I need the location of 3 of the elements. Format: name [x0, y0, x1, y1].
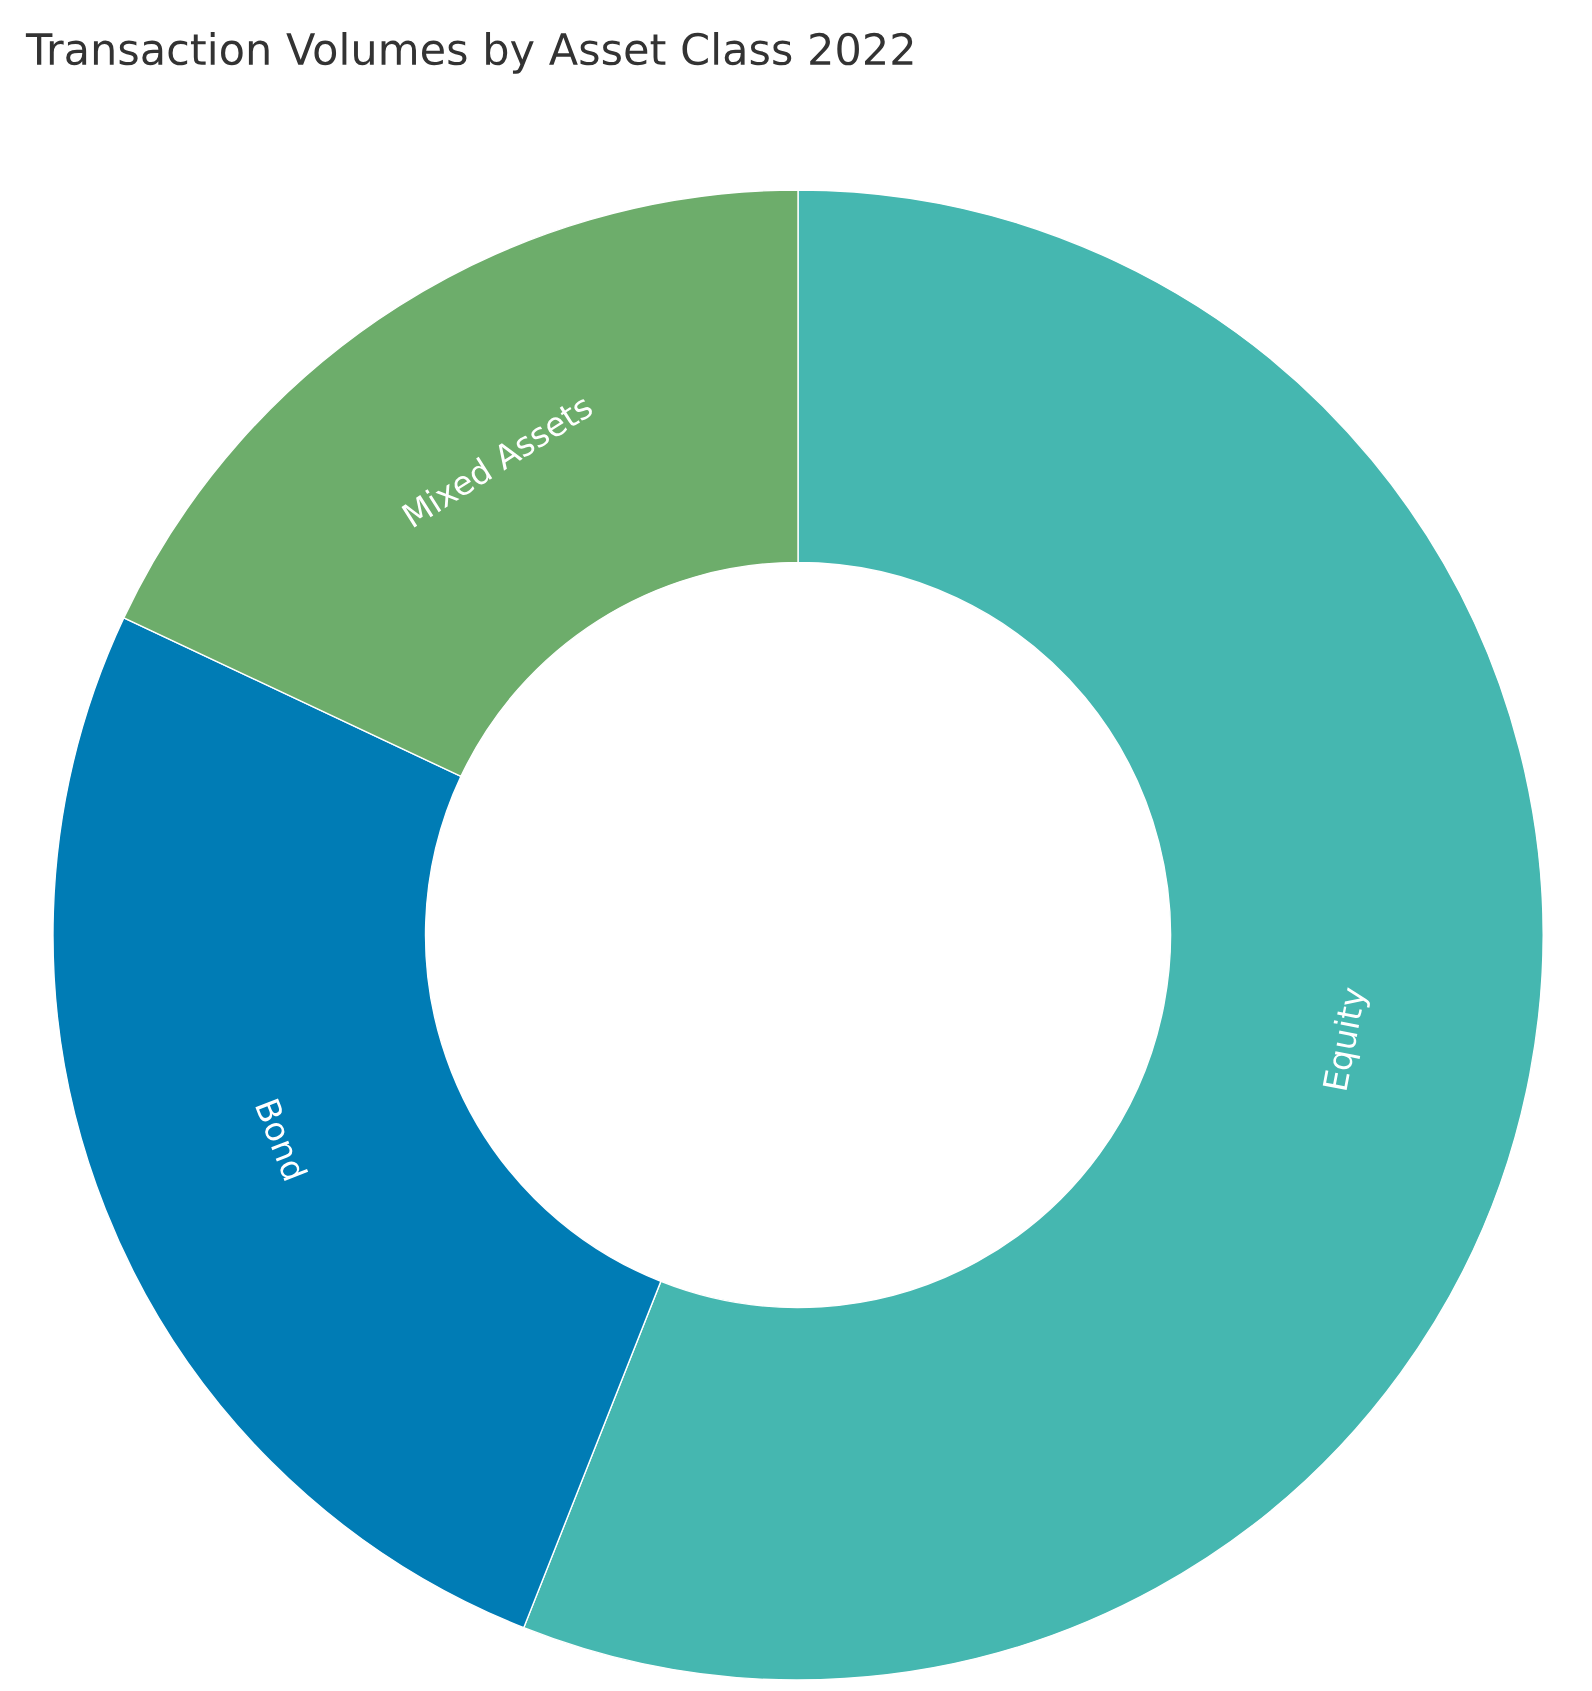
- slice-label: Equity: [1321, 985, 1373, 1092]
- slice-label: Bond: [254, 1098, 309, 1182]
- chart-title: Transaction Volumes by Asset Class 2022: [25, 32, 913, 74]
